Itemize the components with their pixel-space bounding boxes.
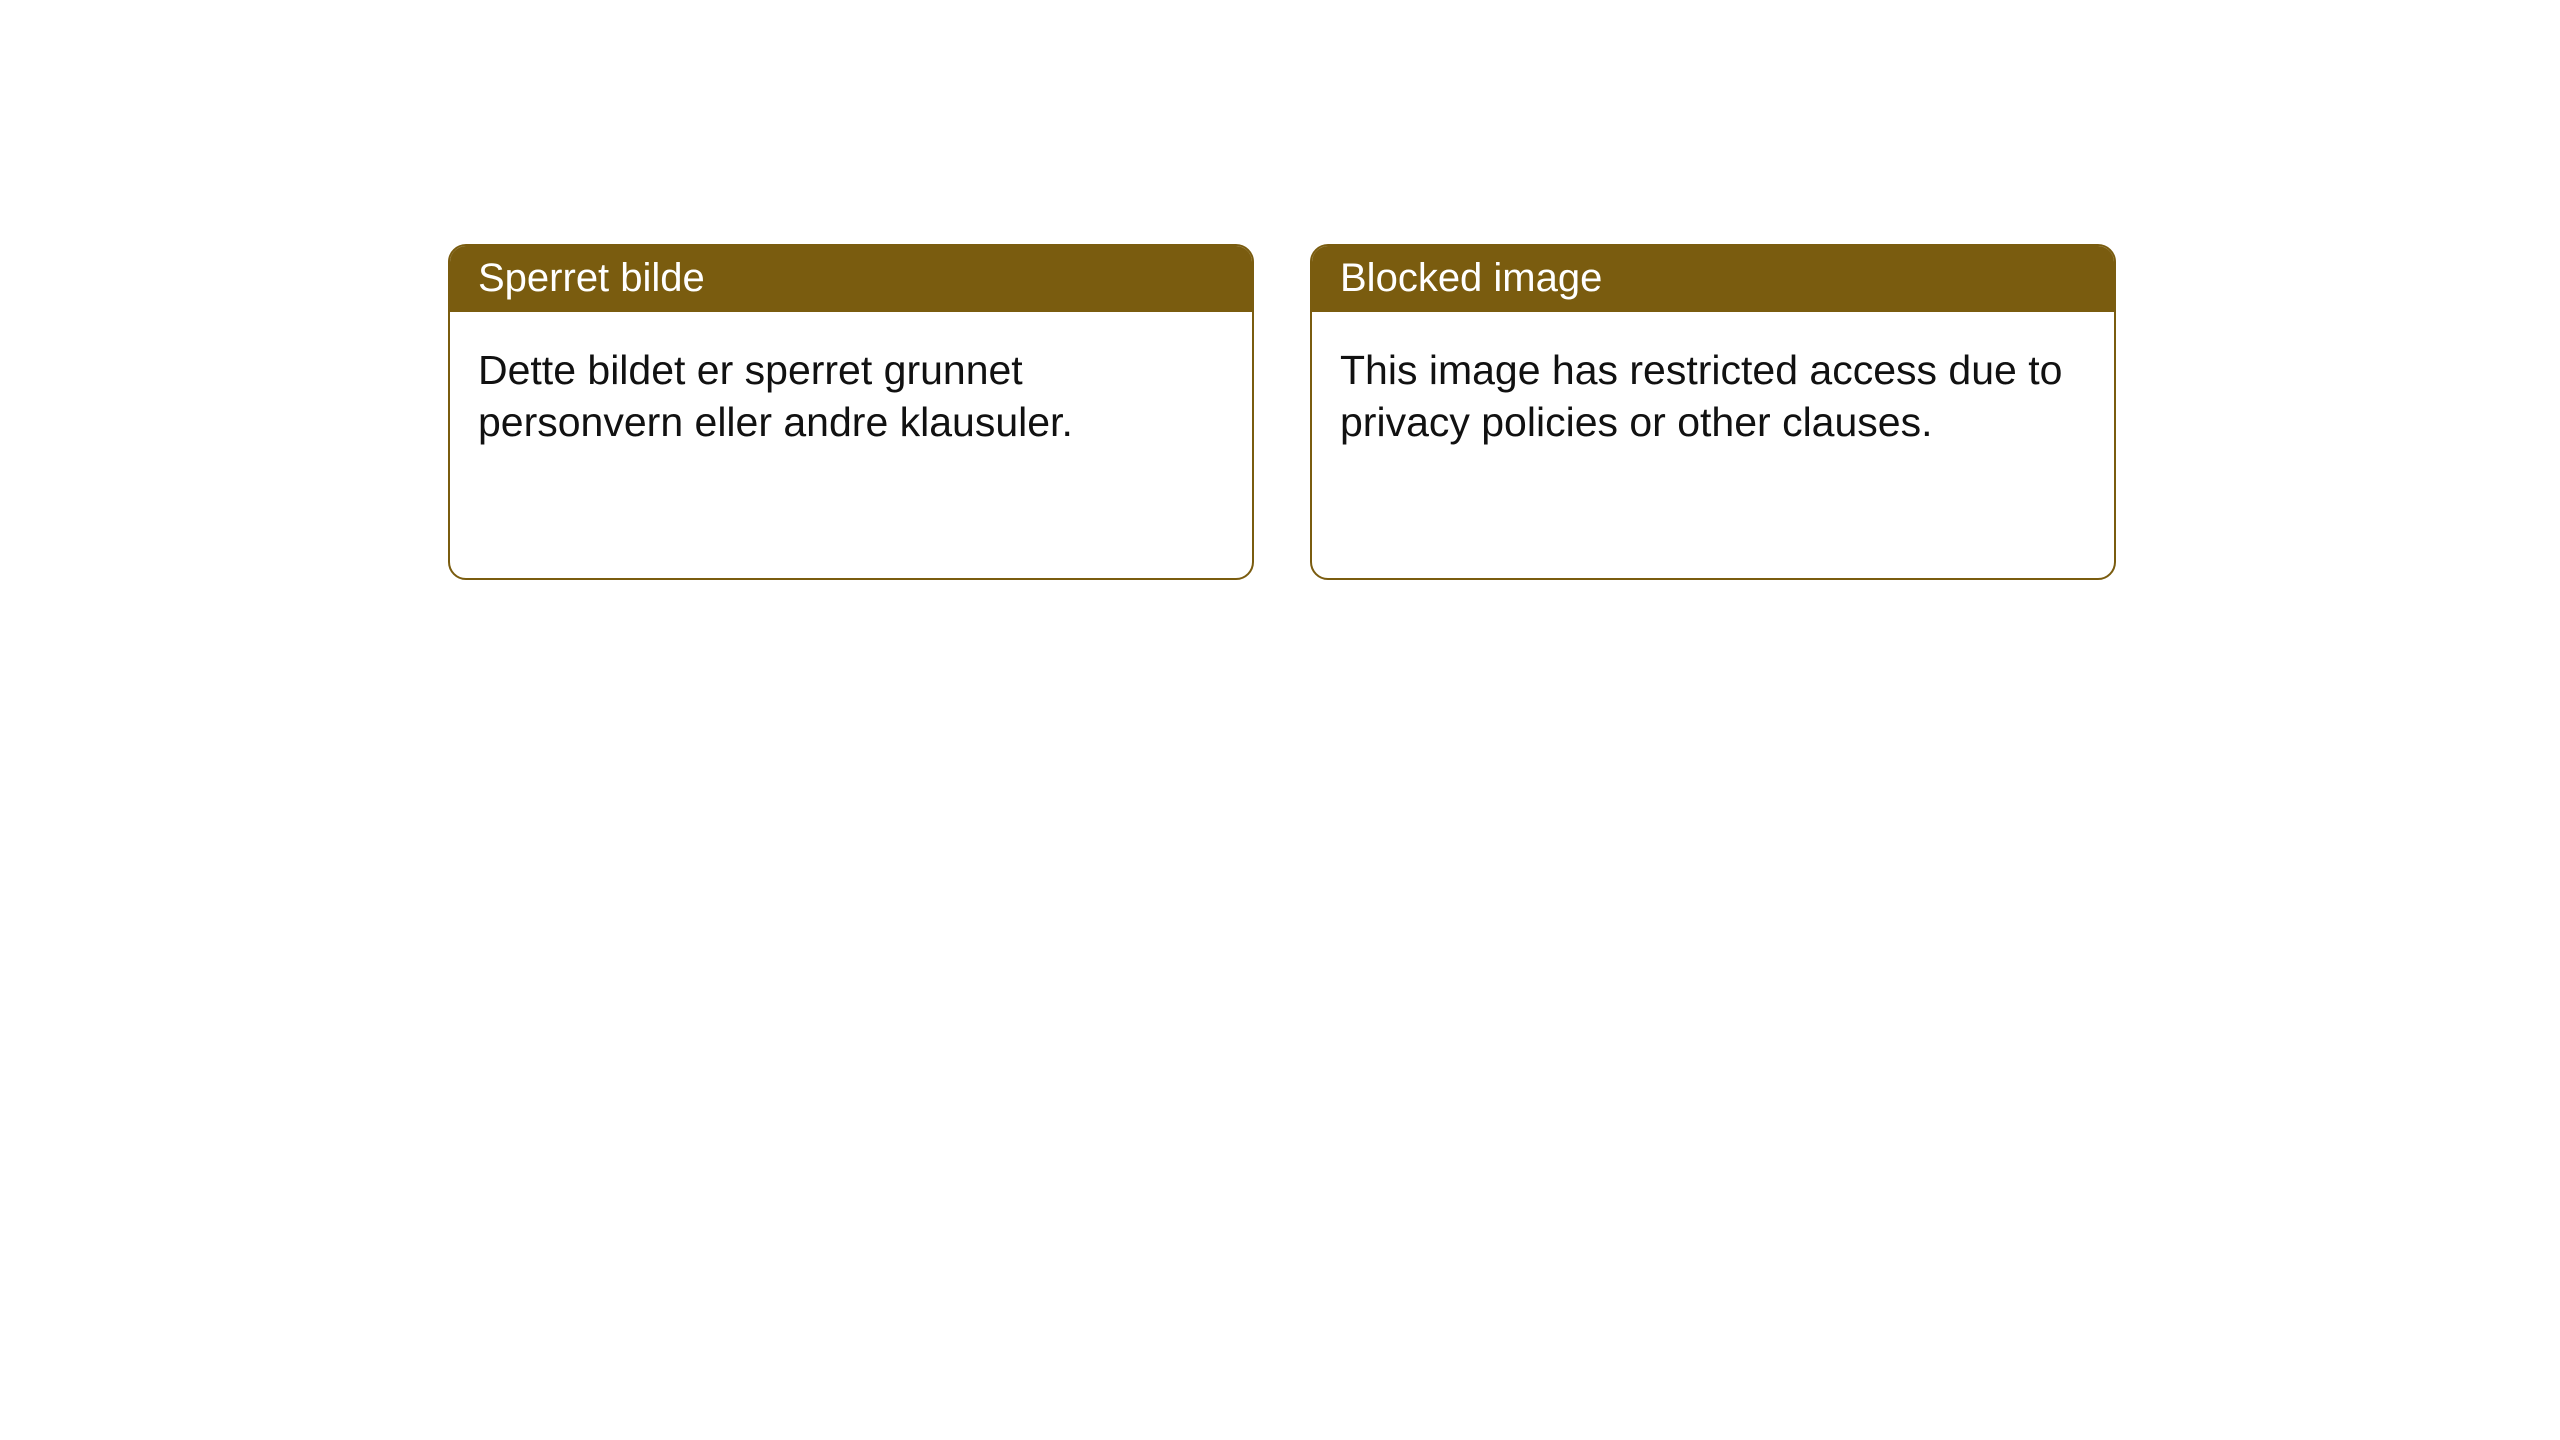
notice-card-header: Sperret bilde xyxy=(450,246,1252,312)
notice-card-header: Blocked image xyxy=(1312,246,2114,312)
notice-card-english: Blocked image This image has restricted … xyxy=(1310,244,2116,580)
notice-card-body: This image has restricted access due to … xyxy=(1312,312,2114,481)
notice-cards-container: Sperret bilde Dette bildet er sperret gr… xyxy=(448,244,2560,580)
notice-card-norwegian: Sperret bilde Dette bildet er sperret gr… xyxy=(448,244,1254,580)
notice-card-body: Dette bildet er sperret grunnet personve… xyxy=(450,312,1252,481)
